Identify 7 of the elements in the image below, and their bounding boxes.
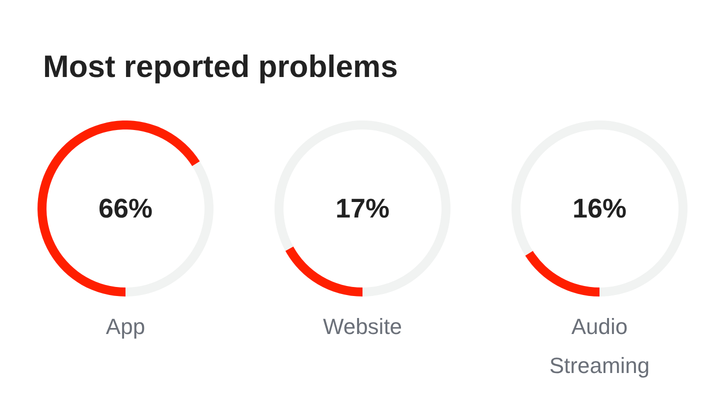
slice-label: Website — [322, 314, 402, 339]
slice-label: App — [106, 314, 146, 339]
slice-label: Audio Streaming — [549, 314, 650, 378]
text: 17% — [335, 194, 390, 224]
text: 66% — [98, 194, 153, 224]
chart-title: Most reported problems — [43, 48, 398, 86]
text: 16% — [572, 194, 627, 224]
